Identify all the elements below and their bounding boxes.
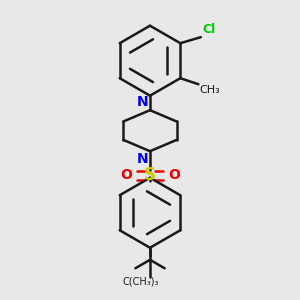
Text: N: N (136, 152, 148, 166)
Text: N: N (136, 95, 148, 109)
Text: CH₃: CH₃ (200, 85, 220, 95)
Text: S: S (144, 166, 156, 184)
Text: O: O (168, 168, 180, 182)
Text: C(CH₃)₃: C(CH₃)₃ (122, 277, 159, 287)
Text: Cl: Cl (202, 23, 215, 36)
Text: O: O (120, 168, 132, 182)
